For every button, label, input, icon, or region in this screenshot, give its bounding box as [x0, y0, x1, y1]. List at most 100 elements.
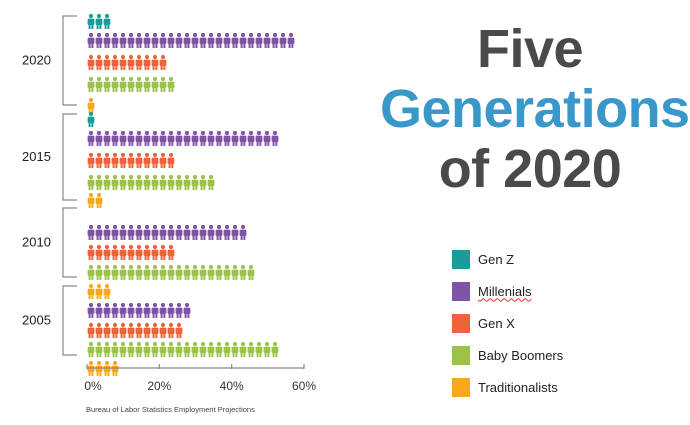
person-icon: [175, 224, 183, 240]
person-leg: [259, 43, 262, 48]
person-leg: [144, 141, 147, 146]
person-head: [144, 244, 150, 250]
person-leg: [171, 163, 174, 168]
person-body: [143, 37, 151, 44]
person-head: [160, 130, 166, 136]
person-head: [224, 224, 230, 230]
person-leg: [160, 255, 163, 260]
person-leg: [208, 185, 211, 190]
person-icon: [135, 264, 143, 280]
person-head: [192, 224, 198, 230]
person-icon: [199, 224, 207, 240]
person-leg: [91, 65, 94, 70]
person-icon: [167, 244, 175, 260]
person-icon: [127, 76, 135, 92]
person-icon: [207, 32, 215, 48]
person-head: [224, 130, 230, 136]
person-icon: [183, 302, 191, 318]
person-icon: [223, 341, 231, 357]
person-head: [232, 341, 238, 347]
person-leg: [139, 275, 142, 280]
person-leg: [224, 275, 227, 280]
person-leg: [155, 65, 158, 70]
person-leg: [139, 313, 142, 318]
person-leg: [224, 43, 227, 48]
person-leg: [128, 87, 131, 92]
legend-item-millenials: Millenials: [452, 275, 563, 307]
person-icon: [151, 130, 159, 146]
person-icon: [151, 152, 159, 168]
person-head: [104, 13, 110, 19]
person-icon: [167, 224, 175, 240]
person-head: [112, 341, 118, 347]
person-body: [239, 37, 247, 44]
person-icon: [95, 76, 103, 92]
person-icon: [143, 244, 151, 260]
person-head: [96, 224, 102, 230]
person-leg: [243, 141, 246, 146]
category-label-2010: 2010: [22, 235, 51, 250]
person-leg: [115, 65, 118, 70]
person-leg: [200, 275, 203, 280]
person-leg: [107, 235, 110, 240]
person-leg: [147, 65, 150, 70]
person-leg: [91, 294, 94, 299]
person-icon: [199, 32, 207, 48]
person-leg: [99, 275, 102, 280]
person-icon: [135, 174, 143, 190]
person-body: [87, 59, 95, 66]
person-body: [191, 135, 199, 142]
person-head: [88, 111, 94, 117]
person-leg: [240, 235, 243, 240]
person-head: [128, 302, 134, 308]
person-head: [200, 174, 206, 180]
person-body: [119, 346, 127, 353]
person-leg: [107, 371, 110, 376]
person-leg: [96, 185, 99, 190]
person-head: [136, 264, 142, 270]
person-body: [231, 37, 239, 44]
person-leg: [208, 141, 211, 146]
person-body: [135, 81, 143, 88]
person-icon: [111, 54, 119, 70]
person-body: [111, 269, 119, 276]
person-head: [96, 264, 102, 270]
person-leg: [171, 141, 174, 146]
person-icon: [95, 302, 103, 318]
person-icon: [95, 174, 103, 190]
person-body: [95, 197, 103, 204]
person-icon: [175, 302, 183, 318]
person-icon: [167, 174, 175, 190]
person-body: [95, 37, 103, 44]
category-label-2015: 2015: [22, 149, 51, 164]
person-head: [136, 302, 142, 308]
bar-2015-baby-boomers: [87, 174, 215, 190]
person-leg: [192, 43, 195, 48]
person-leg: [131, 275, 134, 280]
person-head: [160, 341, 166, 347]
person-head: [112, 224, 118, 230]
person-head: [192, 130, 198, 136]
person-leg: [91, 87, 94, 92]
person-body: [119, 81, 127, 88]
person-leg: [96, 163, 99, 168]
person-leg: [208, 352, 211, 357]
person-icon: [287, 32, 295, 48]
person-icon: [103, 76, 111, 92]
person-leg: [147, 333, 150, 338]
person-leg: [195, 43, 198, 48]
person-icon: [87, 322, 95, 338]
person-body: [119, 229, 127, 236]
person-leg: [96, 255, 99, 260]
person-body: [127, 179, 135, 186]
person-body: [87, 102, 95, 109]
person-body: [143, 307, 151, 314]
person-body: [167, 229, 175, 236]
person-head: [272, 341, 278, 347]
person-body: [223, 269, 231, 276]
title-line-3: of 2020: [438, 139, 622, 199]
person-icon: [151, 54, 159, 70]
person-leg: [155, 185, 158, 190]
person-leg: [139, 352, 142, 357]
